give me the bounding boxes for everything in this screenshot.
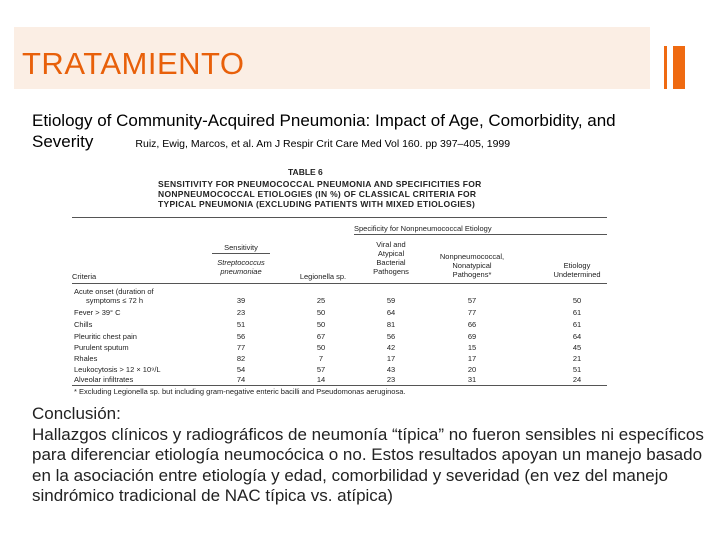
- value-cell: 74: [236, 375, 246, 384]
- value-cell: 56: [386, 332, 396, 341]
- col-header-nonpneumococcal: Nonpneumococcal, Nonatypical Pathogens*: [432, 252, 512, 279]
- value-cell: 61: [572, 308, 582, 317]
- value-cell: 23: [386, 375, 396, 384]
- table-title: SENSITIVITY FOR PNEUMOCOCCAL PNEUMONIA A…: [158, 179, 482, 209]
- citation: Ruiz, Ewig, Marcos, et al. Am J Respir C…: [135, 138, 511, 150]
- value-cell: 67: [316, 332, 326, 341]
- value-cell: 69: [467, 332, 477, 341]
- value-cell: 54: [236, 365, 246, 374]
- value-cell: 77: [467, 308, 477, 317]
- criteria-line: symptoms ≤ 72 h: [86, 296, 144, 305]
- conclusion-body: Hallazgos clínicos y radiográficos de ne…: [32, 424, 704, 506]
- accent-bar-thin: [664, 46, 667, 89]
- value-cell: 50: [316, 308, 326, 317]
- col-header-strep: Streptococcus pneumoniae: [206, 258, 276, 276]
- table-title-line: NONPNEUMOCOCCAL ETIOLOGIES (IN %) OF CLA…: [158, 189, 477, 199]
- subtitle-text: Etiology of Community-Acquired Pneumonia…: [32, 111, 616, 151]
- slide-subtitle: Etiology of Community-Acquired Pneumonia…: [32, 110, 702, 155]
- slide-title: TRATAMIENTO: [22, 46, 245, 81]
- value-cell: 14: [316, 375, 326, 384]
- value-cell: 51: [236, 320, 246, 329]
- value-cell: 64: [572, 332, 582, 341]
- value-cell: 81: [386, 320, 396, 329]
- criteria-cell: Fever > 39° C: [74, 308, 121, 317]
- col-header-line: Pathogens: [373, 267, 409, 276]
- value-cell: 24: [572, 375, 582, 384]
- col-header-criteria: Criteria: [72, 272, 97, 281]
- conclusion-heading: Conclusión:: [32, 404, 121, 423]
- col-header-line: Nonpneumococcal,: [439, 252, 505, 261]
- value-cell: 66: [467, 320, 477, 329]
- col-header-line: Viral and: [376, 240, 406, 249]
- sensitivity-header: Sensitivity: [224, 243, 258, 252]
- col-header-line: Pathogens*: [452, 270, 492, 279]
- table-rule-top: [72, 217, 607, 218]
- criteria-line: Acute onset (duration of: [74, 287, 154, 296]
- value-cell: 39: [236, 296, 246, 305]
- col-header-line: Atypical: [377, 249, 405, 258]
- accent-bar-thick: [673, 46, 685, 89]
- col-header-line: Streptococcus: [217, 258, 265, 267]
- value-cell: 51: [572, 365, 582, 374]
- col-header-line: Nonatypical: [452, 261, 492, 270]
- value-cell: 59: [386, 296, 396, 305]
- col-header-line: Etiology: [563, 261, 591, 270]
- value-cell: 77: [236, 343, 246, 352]
- value-cell: 50: [316, 320, 326, 329]
- value-cell: 25: [316, 296, 326, 305]
- col-header-line: pneumoniae: [220, 267, 262, 276]
- criteria-cell: Rhales: [74, 354, 98, 363]
- value-cell: 57: [467, 296, 477, 305]
- table-title-line: SENSITIVITY FOR PNEUMOCOCCAL PNEUMONIA A…: [158, 179, 482, 189]
- value-cell: 23: [236, 308, 246, 317]
- value-cell: 17: [467, 354, 477, 363]
- value-cell: 45: [572, 343, 582, 352]
- study-table: TABLE 6 SENSITIVITY FOR PNEUMOCOCCAL PNE…: [66, 161, 614, 399]
- value-cell: 20: [467, 365, 477, 374]
- value-cell: 57: [316, 365, 326, 374]
- criteria-cell: Acute onset (duration of symptoms ≤ 72 h: [74, 287, 154, 305]
- specificity-rule: [354, 234, 607, 235]
- value-cell: 7: [318, 354, 324, 363]
- conclusion-block: Conclusión: Hallazgos clínicos y radiogr…: [32, 404, 712, 507]
- col-header-etiology: Etiology Undetermined: [542, 261, 612, 279]
- col-header-viral: Viral and Atypical Bacterial Pathogens: [356, 240, 426, 276]
- table-rule-bottom: [72, 385, 607, 386]
- criteria-cell: Purulent sputum: [74, 343, 129, 352]
- value-cell: 42: [386, 343, 396, 352]
- title-bar: [14, 27, 650, 89]
- table-rule-header: [72, 283, 607, 284]
- criteria-cell: Leukocytosis > 12 × 10⁹/L: [74, 365, 161, 374]
- value-cell: 43: [386, 365, 396, 374]
- value-cell: 17: [386, 354, 396, 363]
- value-cell: 15: [467, 343, 477, 352]
- col-header-line: Undetermined: [553, 270, 601, 279]
- criteria-cell: Chills: [74, 320, 93, 329]
- col-header-legionella: Legionella sp.: [299, 272, 347, 281]
- table-footnote: * Excluding Legionella sp. but including…: [74, 387, 406, 396]
- criteria-cell: Alveolar infiltrates: [74, 375, 134, 384]
- specificity-header: Specificity for Nonpneumococcal Etiology: [354, 224, 492, 233]
- col-header-line: Bacterial: [376, 258, 406, 267]
- value-cell: 50: [316, 343, 326, 352]
- table-number: TABLE 6: [288, 167, 323, 177]
- value-cell: 82: [236, 354, 246, 363]
- value-cell: 61: [572, 320, 582, 329]
- table-title-line: TYPICAL PNEUMONIA (EXCLUDING PATIENTS WI…: [158, 199, 476, 209]
- value-cell: 56: [236, 332, 246, 341]
- criteria-cell: Pleuritic chest pain: [74, 332, 137, 341]
- value-cell: 31: [467, 375, 477, 384]
- sensitivity-rule: [212, 253, 270, 254]
- value-cell: 50: [572, 296, 582, 305]
- value-cell: 64: [386, 308, 396, 317]
- value-cell: 21: [572, 354, 582, 363]
